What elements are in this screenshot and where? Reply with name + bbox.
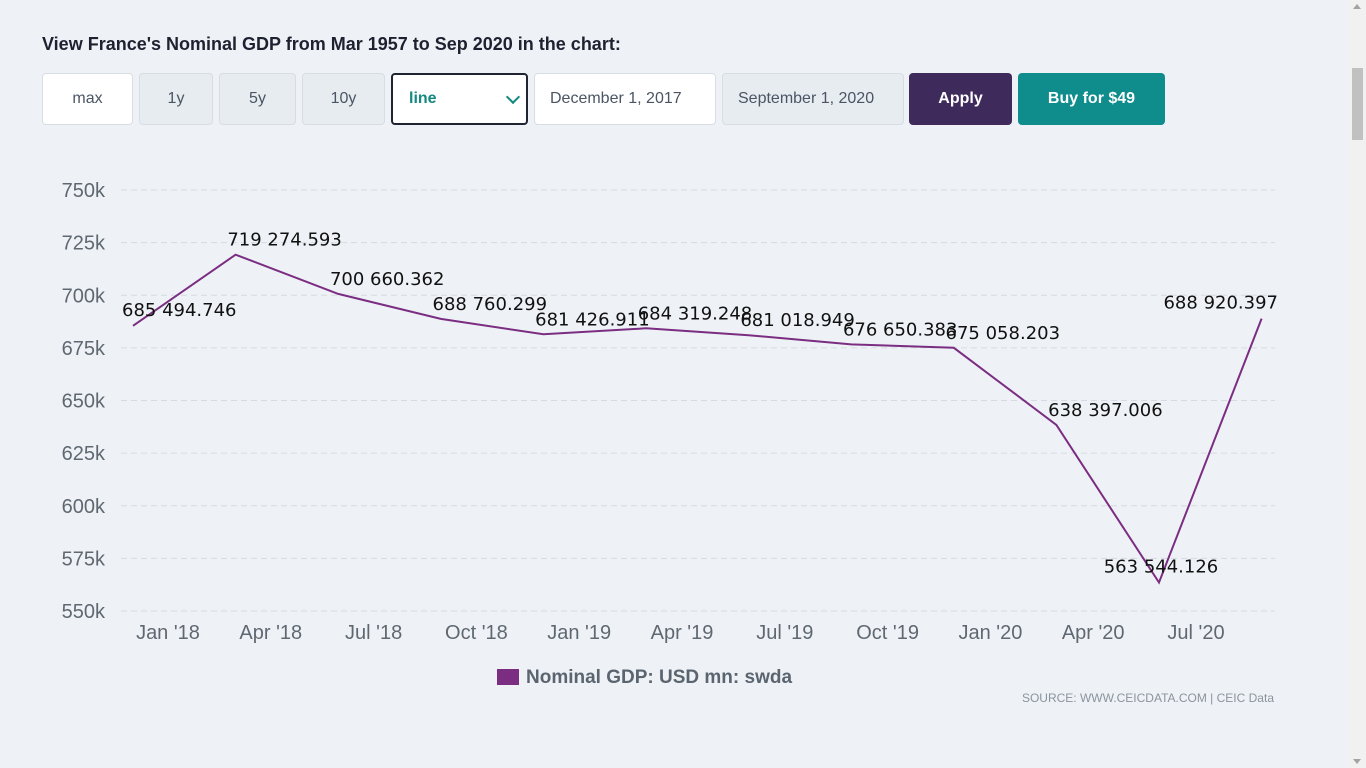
x-tick-label: Jan '19 bbox=[547, 622, 611, 644]
chart-type-value: line bbox=[409, 90, 437, 107]
range-1y-button[interactable]: 1y bbox=[139, 73, 213, 125]
y-tick-label: 750k bbox=[62, 180, 106, 202]
legend-label: Nominal GDP: USD mn: swda bbox=[526, 667, 792, 688]
y-tick-label: 625k bbox=[62, 443, 106, 465]
y-tick-label: 675k bbox=[62, 338, 106, 360]
data-label: 675 058.203 bbox=[946, 323, 1061, 344]
end-date-input[interactable]: September 1, 2020 bbox=[722, 73, 904, 125]
data-label: 685 494.746 bbox=[122, 300, 237, 321]
source-credit[interactable]: SOURCE: WWW.CEICDATA.COM | CEIC Data bbox=[1022, 691, 1274, 705]
range-5y-button[interactable]: 5y bbox=[219, 73, 296, 125]
apply-button[interactable]: Apply bbox=[909, 73, 1012, 125]
x-tick-label: Oct '19 bbox=[856, 622, 919, 644]
x-tick-label: Oct '18 bbox=[445, 622, 508, 644]
legend-swatch bbox=[497, 669, 519, 685]
page-title: View France's Nominal GDP from Mar 1957 … bbox=[42, 34, 621, 54]
grid-lines bbox=[121, 189, 1275, 612]
range-10y-button[interactable]: 10y bbox=[302, 73, 385, 125]
x-axis: Jan '18 Apr '18 Jul '18 Oct '18 Jan '19 Apr '… bbox=[136, 622, 1225, 644]
data-label: 688 920.397 bbox=[1163, 293, 1278, 314]
scrollbar[interactable] bbox=[1349, 0, 1366, 768]
y-tick-label: 550k bbox=[62, 601, 106, 623]
y-axis: 550k 575k 600k 625k 650k 675k 700k 725k 750k bbox=[62, 180, 106, 623]
scroll-up-icon[interactable] bbox=[1353, 4, 1361, 9]
data-label: 684 319.248 bbox=[638, 303, 753, 324]
x-tick-label: Jul '19 bbox=[756, 622, 813, 644]
x-tick-label: Jan '18 bbox=[136, 622, 200, 644]
data-label: 681 018.949 bbox=[740, 310, 855, 331]
scroll-thumb[interactable] bbox=[1352, 68, 1363, 140]
range-max-button[interactable]: max bbox=[42, 73, 133, 125]
data-label: 638 397.006 bbox=[1048, 400, 1163, 421]
data-labels: 685 494.746 719 274.593 700 660.362 688 760… bbox=[122, 230, 1278, 578]
data-label: 700 660.362 bbox=[330, 269, 445, 290]
data-label: 563 544.126 bbox=[1104, 556, 1219, 577]
series-line bbox=[132, 253, 1263, 585]
legend[interactable]: Nominal GDP: USD mn: swda bbox=[497, 667, 792, 688]
y-tick-label: 700k bbox=[62, 285, 106, 307]
data-label: 681 426.911 bbox=[535, 309, 650, 330]
x-tick-label: Jan '20 bbox=[958, 622, 1022, 644]
y-tick-label: 600k bbox=[62, 496, 106, 518]
x-tick-label: Jul '18 bbox=[345, 622, 402, 644]
scroll-down-icon[interactable] bbox=[1353, 759, 1361, 764]
x-tick-label: Apr '20 bbox=[1062, 622, 1125, 644]
x-tick-label: Jul '20 bbox=[1167, 622, 1224, 644]
x-tick-label: Apr '18 bbox=[239, 622, 302, 644]
buy-button[interactable]: Buy for $49 bbox=[1018, 73, 1165, 125]
y-tick-label: 725k bbox=[62, 233, 106, 255]
x-tick-label: Apr '19 bbox=[651, 622, 714, 644]
data-label: 676 650.383 bbox=[843, 319, 958, 340]
y-tick-label: 575k bbox=[62, 548, 106, 570]
start-date-input[interactable]: December 1, 2017 bbox=[534, 73, 716, 125]
y-tick-label: 650k bbox=[62, 391, 106, 413]
data-label: 688 760.299 bbox=[433, 294, 548, 315]
chart-type-select[interactable]: line bbox=[391, 73, 528, 125]
data-label: 719 274.593 bbox=[227, 230, 342, 251]
